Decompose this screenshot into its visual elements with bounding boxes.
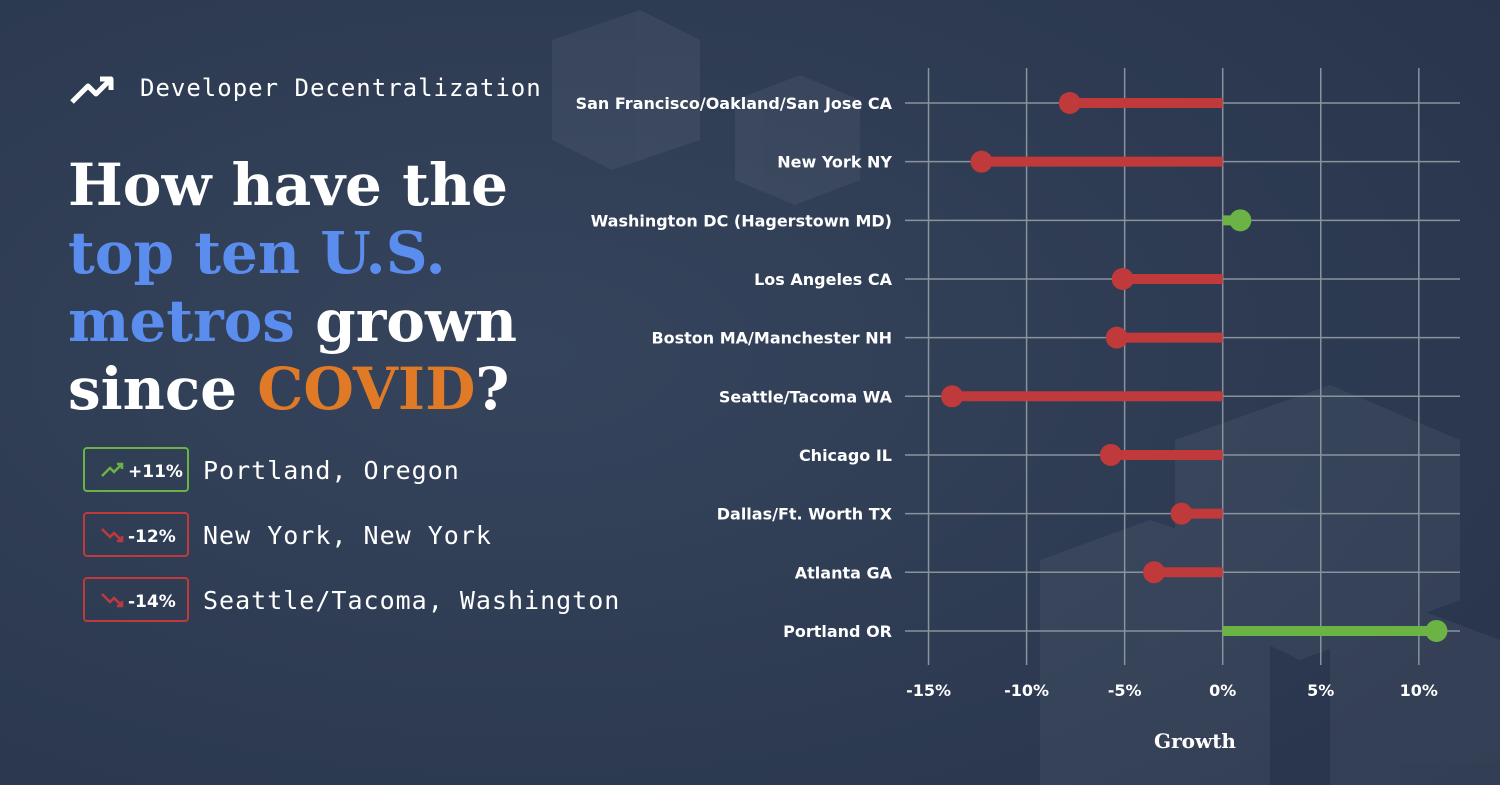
- title-part: metros: [68, 287, 315, 355]
- badge-icon: [101, 462, 124, 477]
- lollipop-head: [1229, 209, 1252, 232]
- chart: -15% -10% -5% 0% 5% 10% Growth San Francisco/Oa…: [576, 68, 1460, 753]
- x-tick-label: -5%: [1108, 681, 1142, 700]
- highlight-label: Seattle/Tacoma, Washington: [203, 586, 620, 615]
- title-part: ?: [475, 355, 509, 423]
- badge-text: +11%: [128, 462, 183, 482]
- lollipop-head: [1058, 92, 1081, 114]
- lollipop-head: [941, 385, 964, 408]
- title-part: since: [68, 355, 257, 423]
- title-line: metros grown: [68, 287, 517, 355]
- y-tick-label: Boston MA/Manchester NH: [651, 329, 892, 348]
- badge: [83, 447, 189, 492]
- badge-icon: [101, 593, 124, 608]
- y-tick-label: Portland OR: [783, 622, 892, 641]
- y-tick-label: Seattle/Tacoma WA: [719, 387, 893, 406]
- badge-text: -12%: [128, 527, 176, 547]
- lollipop-head: [1143, 561, 1166, 584]
- x-tick-label: -15%: [906, 681, 951, 700]
- badge-icon: [101, 528, 124, 543]
- x-tick-label: -10%: [1004, 681, 1049, 700]
- title-line: How have the: [68, 151, 508, 219]
- y-tick-label: Washington DC (Hagerstown MD): [591, 211, 892, 230]
- y-tick-label: Los Angeles CA: [754, 270, 893, 289]
- x-tick-label: 0%: [1209, 681, 1236, 700]
- lollipop-head: [1105, 326, 1128, 349]
- y-tick-label: San Francisco/Oakland/San Jose CA: [576, 94, 893, 113]
- lollipop-head: [1170, 502, 1193, 525]
- title-part: How have the: [68, 151, 508, 219]
- badge: [83, 577, 189, 622]
- lollipop-head: [1111, 267, 1134, 290]
- lollipop-head: [1425, 619, 1448, 642]
- y-tick-label: Chicago IL: [799, 446, 892, 465]
- decor-boxes: [552, 10, 1500, 785]
- lollipop-head: [970, 150, 993, 173]
- lollipop-head: [1099, 443, 1122, 466]
- kicker: Developer Decentralization: [140, 74, 542, 102]
- y-tick-label: Dallas/Ft. Worth TX: [717, 505, 893, 524]
- title-part: COVID: [257, 355, 475, 423]
- highlights: +11% Portland, Oregon -12% New York, New Yo…: [83, 447, 620, 622]
- badge: [83, 512, 189, 557]
- badge-text: -14%: [128, 592, 176, 612]
- highlight-label: New York, New York: [203, 521, 492, 550]
- title-line: top ten U.S.: [68, 219, 446, 287]
- trend-icon: [70, 76, 114, 104]
- y-tick-label: Atlanta GA: [795, 563, 893, 582]
- y-tick-label: New York NY: [777, 153, 892, 172]
- x-axis-label: Growth: [1154, 729, 1236, 753]
- title-line: since COVID?: [68, 355, 509, 423]
- x-tick-label: 5%: [1307, 681, 1334, 700]
- title-part: top ten U.S.: [68, 219, 446, 287]
- highlight-label: Portland, Oregon: [203, 456, 460, 485]
- title-part: grown: [315, 287, 517, 355]
- x-tick-label: 10%: [1400, 681, 1438, 700]
